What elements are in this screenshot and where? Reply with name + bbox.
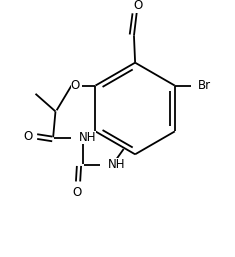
Text: O: O bbox=[23, 130, 32, 143]
Text: Br: Br bbox=[198, 79, 212, 92]
Text: NH: NH bbox=[108, 158, 126, 171]
Text: O: O bbox=[73, 186, 82, 199]
Text: O: O bbox=[133, 0, 143, 12]
Text: O: O bbox=[71, 79, 80, 92]
Text: NH: NH bbox=[79, 131, 97, 144]
